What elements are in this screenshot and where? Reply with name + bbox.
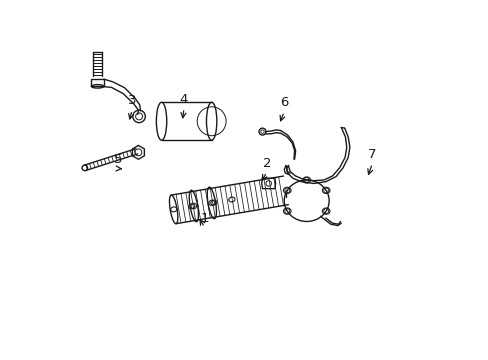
Text: 5: 5 <box>114 153 122 166</box>
Text: 2: 2 <box>262 157 271 170</box>
Text: 1: 1 <box>200 212 208 225</box>
Text: 6: 6 <box>280 96 288 109</box>
Text: 7: 7 <box>367 148 376 161</box>
Text: 3: 3 <box>128 94 136 107</box>
Bar <box>91 79 103 86</box>
Text: 4: 4 <box>180 93 188 106</box>
